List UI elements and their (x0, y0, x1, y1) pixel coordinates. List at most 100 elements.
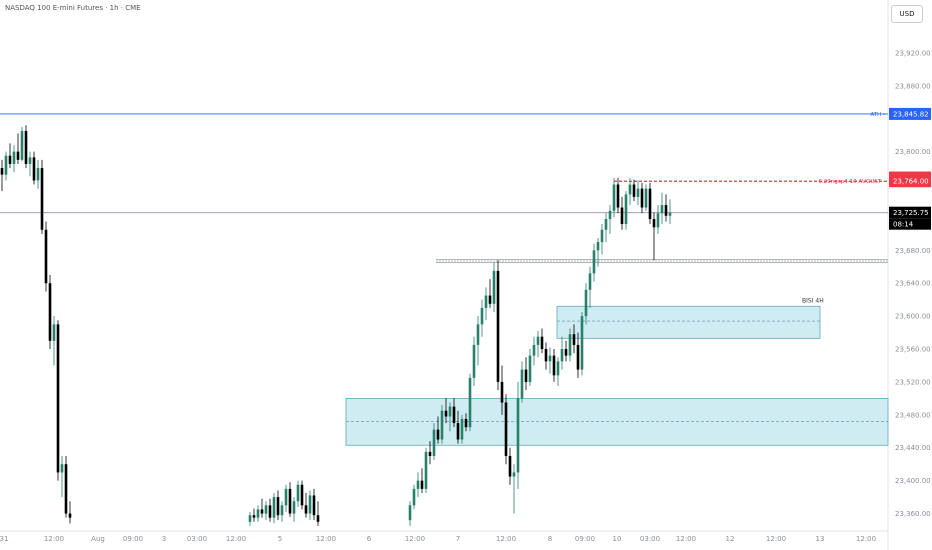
x-tick-label: 09:00 (575, 535, 595, 543)
candle-body (424, 451, 428, 489)
candle-body (48, 283, 52, 341)
candle-body (636, 188, 640, 197)
candle-body (12, 151, 16, 164)
y-tick-label: 23,800.00 (895, 148, 931, 156)
candle-body (16, 151, 20, 160)
zone-box (345, 397, 889, 446)
candle-body (288, 488, 292, 514)
candle-body (312, 495, 316, 516)
candle-body (600, 229, 604, 243)
candle-body (560, 349, 564, 362)
candle-body (528, 355, 532, 382)
candle-body (640, 188, 644, 208)
x-tick-label: 10 (613, 535, 622, 543)
zone-box (556, 305, 821, 339)
candle-body (604, 219, 608, 230)
candle-body (488, 295, 492, 304)
candle-body (620, 207, 624, 224)
candle-body (532, 344, 536, 356)
x-tick-label: 12:00 (226, 535, 246, 543)
candle-body (296, 484, 300, 502)
zone-label: BISI 4H (802, 297, 824, 304)
candle-body (632, 184, 636, 197)
candle-body (668, 212, 672, 216)
candle-body (480, 307, 484, 325)
x-tick-label: 12:00 (316, 535, 336, 543)
zones: BISI 4H (345, 297, 889, 446)
candle-body (552, 355, 556, 376)
price-label-text: 23,764.00 (893, 178, 929, 186)
x-tick-label: 3 (162, 535, 166, 543)
candle-body (64, 464, 68, 514)
x-tick-label: 03:00 (640, 535, 660, 543)
candle-body (564, 349, 568, 356)
candle-body (456, 423, 460, 440)
candle-body (484, 295, 488, 308)
candle-body (316, 515, 320, 522)
candle-body (460, 418, 464, 440)
x-tick-label: 12:00 (44, 535, 64, 543)
candle-body (32, 157, 36, 181)
price-label-text: 23,725.75 (893, 209, 929, 217)
x-tick-label: 7 (456, 535, 460, 543)
candle-body (40, 168, 44, 230)
candle-body (248, 515, 252, 522)
price-label-bg (889, 175, 931, 188)
currency-button[interactable]: USD (891, 5, 923, 23)
y-tick-label: 23,640.00 (895, 280, 931, 288)
price-label-bg (889, 206, 931, 219)
x-tick-label: Aug (91, 535, 105, 543)
candle-body (24, 131, 28, 164)
candle-body (0, 168, 4, 175)
y-tick-label: 23,480.00 (895, 411, 931, 419)
candle-body (664, 205, 668, 216)
horizontal-lines: ATH - 6:29ngsp4-10 AUGUST - (0, 112, 888, 263)
price-label-text: 23,845.82 (893, 110, 929, 118)
y-tick-label: 23,400.00 (895, 477, 931, 485)
candle-body (448, 406, 452, 417)
candle-body (536, 336, 540, 345)
candle-body (44, 229, 48, 284)
candle-body (428, 451, 432, 456)
y-tick-label: 23,880.00 (895, 82, 931, 90)
candle-body (556, 361, 560, 376)
candle-body (524, 369, 528, 382)
candle-body (272, 497, 276, 518)
candle-body (540, 336, 544, 350)
candle-body (584, 289, 588, 317)
candle-body (56, 324, 60, 473)
y-tick-label: 23,680.00 (895, 247, 931, 255)
candle-body (4, 155, 8, 175)
candle-body (648, 188, 652, 220)
candle-body (8, 155, 12, 164)
candle-body (28, 157, 32, 164)
candle-body (492, 270, 496, 304)
candle-body (280, 505, 284, 516)
candle-body (628, 184, 632, 195)
candle-body (608, 210, 612, 220)
level-23764-label: 6:29ngsp4-10 AUGUST - (818, 179, 885, 185)
candles (0, 125, 672, 526)
candle-body (656, 213, 660, 228)
candle-body (36, 168, 40, 181)
x-tick-label: 31 (0, 535, 8, 543)
price-label-bg (889, 107, 931, 120)
chart-title: NASDAQ 100 E-mini Futures · 1h · CME (5, 4, 141, 12)
candle-body (420, 480, 424, 489)
candle-body (444, 410, 448, 417)
time-axis: 31 12:00 Aug 09:00 3 03:00 12:00 5 12:00 6 12:00 7 1… (0, 535, 876, 543)
x-tick-label: 12 (726, 535, 735, 543)
x-tick-label: 8 (548, 535, 552, 543)
x-tick-label: 12:00 (856, 535, 876, 543)
candle-body (508, 455, 512, 477)
y-tick-label: 23,920.00 (895, 49, 931, 57)
candle-body (644, 188, 648, 208)
candle-body (304, 505, 308, 514)
grid (0, 0, 889, 550)
candle-body (264, 505, 268, 514)
y-tick-label: 23,600.00 (895, 313, 931, 321)
x-tick-label: 6 (367, 535, 372, 543)
countdown-text: 08:14 (893, 221, 914, 229)
candle-body (592, 250, 596, 274)
